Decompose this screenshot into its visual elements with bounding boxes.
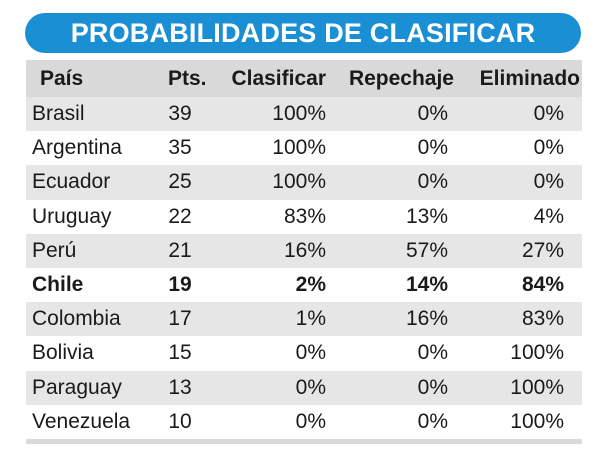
table-bottom-rule [26,439,582,444]
header-points: Pts. [168,67,207,90]
table-row: Paraguay 13 0% 0% 100% [26,370,582,405]
cell-country: Argentina [32,136,122,160]
cell-points: 17 [168,307,192,331]
cell-eliminado: 100% [510,409,564,433]
cell-eliminado: 100% [510,375,564,399]
cell-clasificar: 0% [295,409,326,433]
table-row: Chile 19 2% 14% 84% [26,268,582,302]
cell-eliminado: 100% [510,341,564,365]
cell-repechaje: 0% [417,341,448,365]
cell-country: Colombia [32,307,121,331]
cell-clasificar: 0% [295,341,326,365]
cell-country: Uruguay [32,204,112,228]
cell-clasificar: 0% [295,375,326,399]
cell-repechaje: 13% [405,204,448,228]
cell-points: 39 [168,102,192,125]
cell-eliminado: 4% [533,204,564,228]
table-row: Uruguay 22 83% 13% 4% [26,200,582,234]
header-country: País [40,67,84,90]
cell-country: Ecuador [32,170,111,194]
cell-eliminado: 84% [521,272,564,296]
cell-country: Chile [32,272,84,296]
header-clasificar: Clasificar [231,67,326,90]
cell-repechaje: 0% [417,409,448,433]
cell-repechaje: 0% [417,375,448,399]
cell-points: 35 [168,136,192,160]
table-row: Bolivia 15 0% 0% 100% [26,336,582,370]
cell-eliminado: 0% [533,170,564,194]
cell-country: Brasil [32,102,85,125]
cell-repechaje: 0% [417,170,448,194]
cell-eliminado: 0% [533,102,564,125]
table-row: Brasil 39 100% 0% 0% [26,97,582,132]
cell-country: Bolivia [32,341,94,365]
cell-eliminado: 27% [521,238,564,262]
table-row: Venezuela 10 0% 0% 100% [26,405,582,439]
cell-repechaje: 16% [405,307,448,331]
cell-points: 10 [168,409,192,433]
cell-clasificar: 1% [295,307,326,331]
table-title: PROBABILIDADES DE CLASIFICAR [25,13,581,53]
cell-points: 22 [168,204,192,228]
cell-eliminado: 83% [521,307,564,331]
cell-clasificar: 16% [283,238,326,262]
table-row: Argentina 35 100% 0% 0% [26,131,582,165]
header-eliminado: Eliminado [479,67,580,90]
cell-repechaje: 57% [405,238,448,262]
cell-country: Paraguay [32,375,122,399]
cell-clasificar: 100% [272,102,326,125]
cell-points: 19 [168,272,192,296]
cell-repechaje: 14% [405,272,448,296]
cell-country: Venezuela [32,409,131,433]
cell-clasificar: 83% [283,204,326,228]
cell-clasificar: 2% [295,272,326,296]
cell-repechaje: 0% [417,102,448,125]
cell-country: Perú [32,238,77,262]
cell-points: 15 [168,341,192,365]
cell-eliminado: 0% [533,136,564,160]
cell-clasificar: 100% [272,136,326,160]
table-body: Brasil 39 100% 0% 0% Argentina 35 100% 0% 0% Ecuad… [26,97,582,439]
cell-repechaje: 0% [417,136,448,160]
table-row: Perú 21 16% 57% 27% [26,233,582,268]
table-row: Colombia 17 1% 16% 83% [26,302,582,337]
header-repechaje: Repechaje [348,67,454,90]
probabilities-table: País Pts. Clasificar Repechaje Eliminado… [26,60,582,439]
table-row: Ecuador 25 100% 0% 0% [26,165,582,200]
table-header-row: País Pts. Clasificar Repechaje Eliminado [26,60,582,97]
cell-clasificar: 100% [272,170,326,194]
cell-points: 21 [168,238,192,262]
cell-points: 13 [168,375,192,399]
cell-points: 25 [168,170,192,194]
